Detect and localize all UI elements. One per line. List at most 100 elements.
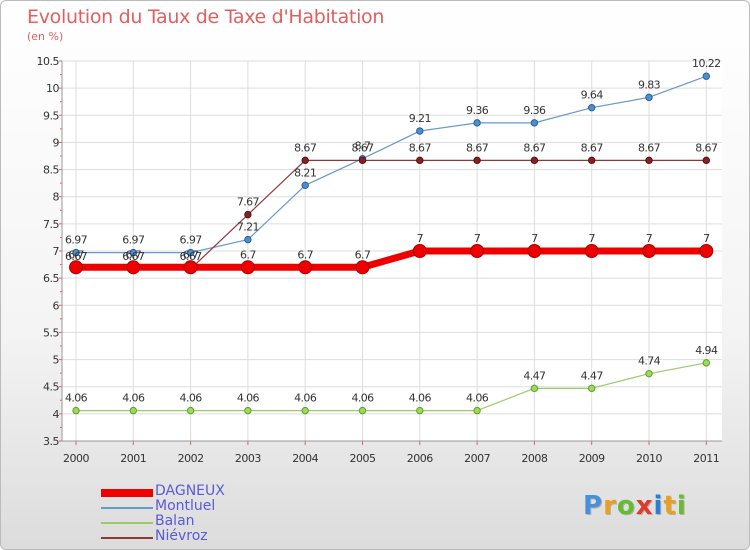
data-label-balan: 4.94: [695, 344, 718, 357]
data-point-balan: [702, 359, 710, 367]
y-tick-label: 7.5: [43, 218, 59, 231]
data-point-dagneux: [527, 244, 542, 258]
y-tick-label: 10.5: [37, 55, 60, 68]
legend-label-nievroz: Niévroz: [155, 528, 208, 544]
data-point-montluel: [645, 93, 653, 102]
data-label-nievroz: 8.67: [695, 141, 718, 154]
data-label-balan: 4.74: [638, 355, 661, 368]
chart-subtitle: (en %): [27, 30, 64, 43]
data-label-montluel: 9.64: [581, 89, 604, 102]
data-point-balan: [358, 406, 367, 415]
data-point-balan: [244, 406, 252, 415]
data-point-balan: [588, 384, 596, 393]
series-line-dagneux: [76, 247, 707, 271]
data-label-montluel: 8.21: [294, 166, 316, 179]
y-tick-label: 9: [53, 136, 60, 149]
x-tick-label: 2011: [693, 452, 719, 465]
y-tick-label: 4.5: [43, 381, 59, 394]
data-label-nievroz: 8.67: [351, 141, 374, 154]
data-point-montluel: [72, 248, 80, 257]
data-label-balan: 4.06: [122, 392, 145, 405]
data-point-balan: [473, 406, 481, 415]
data-point-nievroz: [301, 156, 309, 165]
x-tick-label: 2003: [235, 452, 261, 465]
data-label-dagneux: 7: [531, 232, 538, 245]
data-label-montluel: 9.36: [523, 104, 546, 117]
data-label-nievroz: 6.67: [122, 250, 145, 263]
data-label-dagneux: 7: [646, 232, 653, 245]
data-label-montluel: 8.7: [355, 140, 371, 153]
data-point-dagneux: [183, 260, 198, 275]
x-tick-label: 2006: [407, 452, 433, 465]
x-tick-label: 2000: [63, 452, 89, 465]
legend-item-nievroz: Niévroz: [101, 528, 301, 545]
data-label-dagneux: 6.7: [355, 248, 371, 261]
data-label-balan: 4.06: [65, 392, 88, 405]
data-label-montluel: 9.83: [638, 78, 661, 91]
data-point-dagneux: [642, 244, 656, 258]
legend-item-dagneux: DAGNEUX: [101, 483, 301, 500]
chart-title: Evolution du Taux de Taxe d'Habitation: [27, 6, 385, 28]
data-point-montluel: [473, 119, 481, 127]
data-label-montluel: 7.21: [237, 221, 259, 234]
data-point-nievroz: [416, 156, 424, 165]
series-line-balan: [76, 362, 707, 412]
data-point-balan: [129, 406, 138, 415]
legend-swatch-dagneux: [101, 488, 153, 497]
data-point-dagneux: [126, 260, 141, 275]
legend-label-montluel: Montluel: [155, 498, 216, 514]
data-point-nievroz: [244, 210, 252, 219]
data-label-montluel: 6.97: [122, 234, 145, 247]
y-tick-label: 3.5: [43, 435, 59, 448]
data-point-balan: [530, 384, 539, 393]
data-label-montluel: 6.97: [65, 234, 88, 247]
data-point-dagneux: [69, 260, 83, 275]
data-label-nievroz: 8.67: [466, 141, 489, 154]
proxiti-logo: Proxiti: [583, 491, 687, 521]
data-point-balan: [186, 406, 195, 415]
data-point-montluel: [301, 181, 309, 190]
data-label-montluel: 9.21: [409, 112, 431, 125]
data-point-montluel: [244, 235, 252, 244]
data-label-montluel: 6.97: [180, 234, 203, 247]
data-label-dagneux: 6.7: [125, 248, 141, 261]
data-label-dagneux: 7: [417, 232, 424, 245]
y-tick-label: 8.5: [43, 164, 59, 177]
data-label-balan: 4.06: [351, 392, 374, 405]
legend-label-dagneux: DAGNEUX: [155, 483, 225, 499]
x-tick-label: 2001: [120, 452, 146, 465]
data-label-montluel: 9.36: [466, 104, 489, 117]
data-point-dagneux: [355, 260, 370, 275]
data-label-dagneux: 7: [474, 232, 481, 245]
data-point-nievroz: [530, 156, 539, 165]
data-label-nievroz: 8.67: [294, 141, 317, 154]
data-point-balan: [72, 406, 80, 415]
y-tick-label: 8: [53, 191, 60, 204]
y-tick-label: 4: [53, 408, 60, 421]
data-label-balan: 4.47: [523, 369, 546, 382]
legend-item-montluel: Montluel: [101, 498, 301, 515]
data-point-nievroz: [702, 156, 710, 165]
data-point-montluel: [702, 72, 710, 80]
x-tick-label: 2008: [521, 452, 547, 465]
data-label-nievroz: 7.67: [237, 196, 260, 209]
data-point-montluel: [530, 119, 539, 127]
x-tick-label: 2007: [464, 452, 490, 465]
y-tick-label: 6.5: [43, 272, 59, 285]
data-label-dagneux: 7: [703, 232, 710, 245]
data-point-montluel: [416, 127, 424, 135]
data-point-montluel: [186, 248, 195, 257]
data-point-dagneux: [412, 244, 427, 258]
data-point-balan: [645, 369, 653, 378]
legend: DAGNEUX Montluel Balan Niévroz: [101, 483, 301, 545]
legend-label-balan: Balan: [155, 513, 195, 529]
data-label-nievroz: 8.67: [523, 141, 546, 154]
x-tick-label: 2004: [292, 452, 318, 465]
data-label-nievroz: 8.67: [581, 141, 604, 154]
data-point-balan: [301, 406, 309, 415]
x-tick-label: 2010: [636, 452, 662, 465]
data-point-dagneux: [298, 260, 313, 275]
data-label-balan: 4.47: [581, 369, 604, 382]
data-point-dagneux: [699, 244, 714, 258]
